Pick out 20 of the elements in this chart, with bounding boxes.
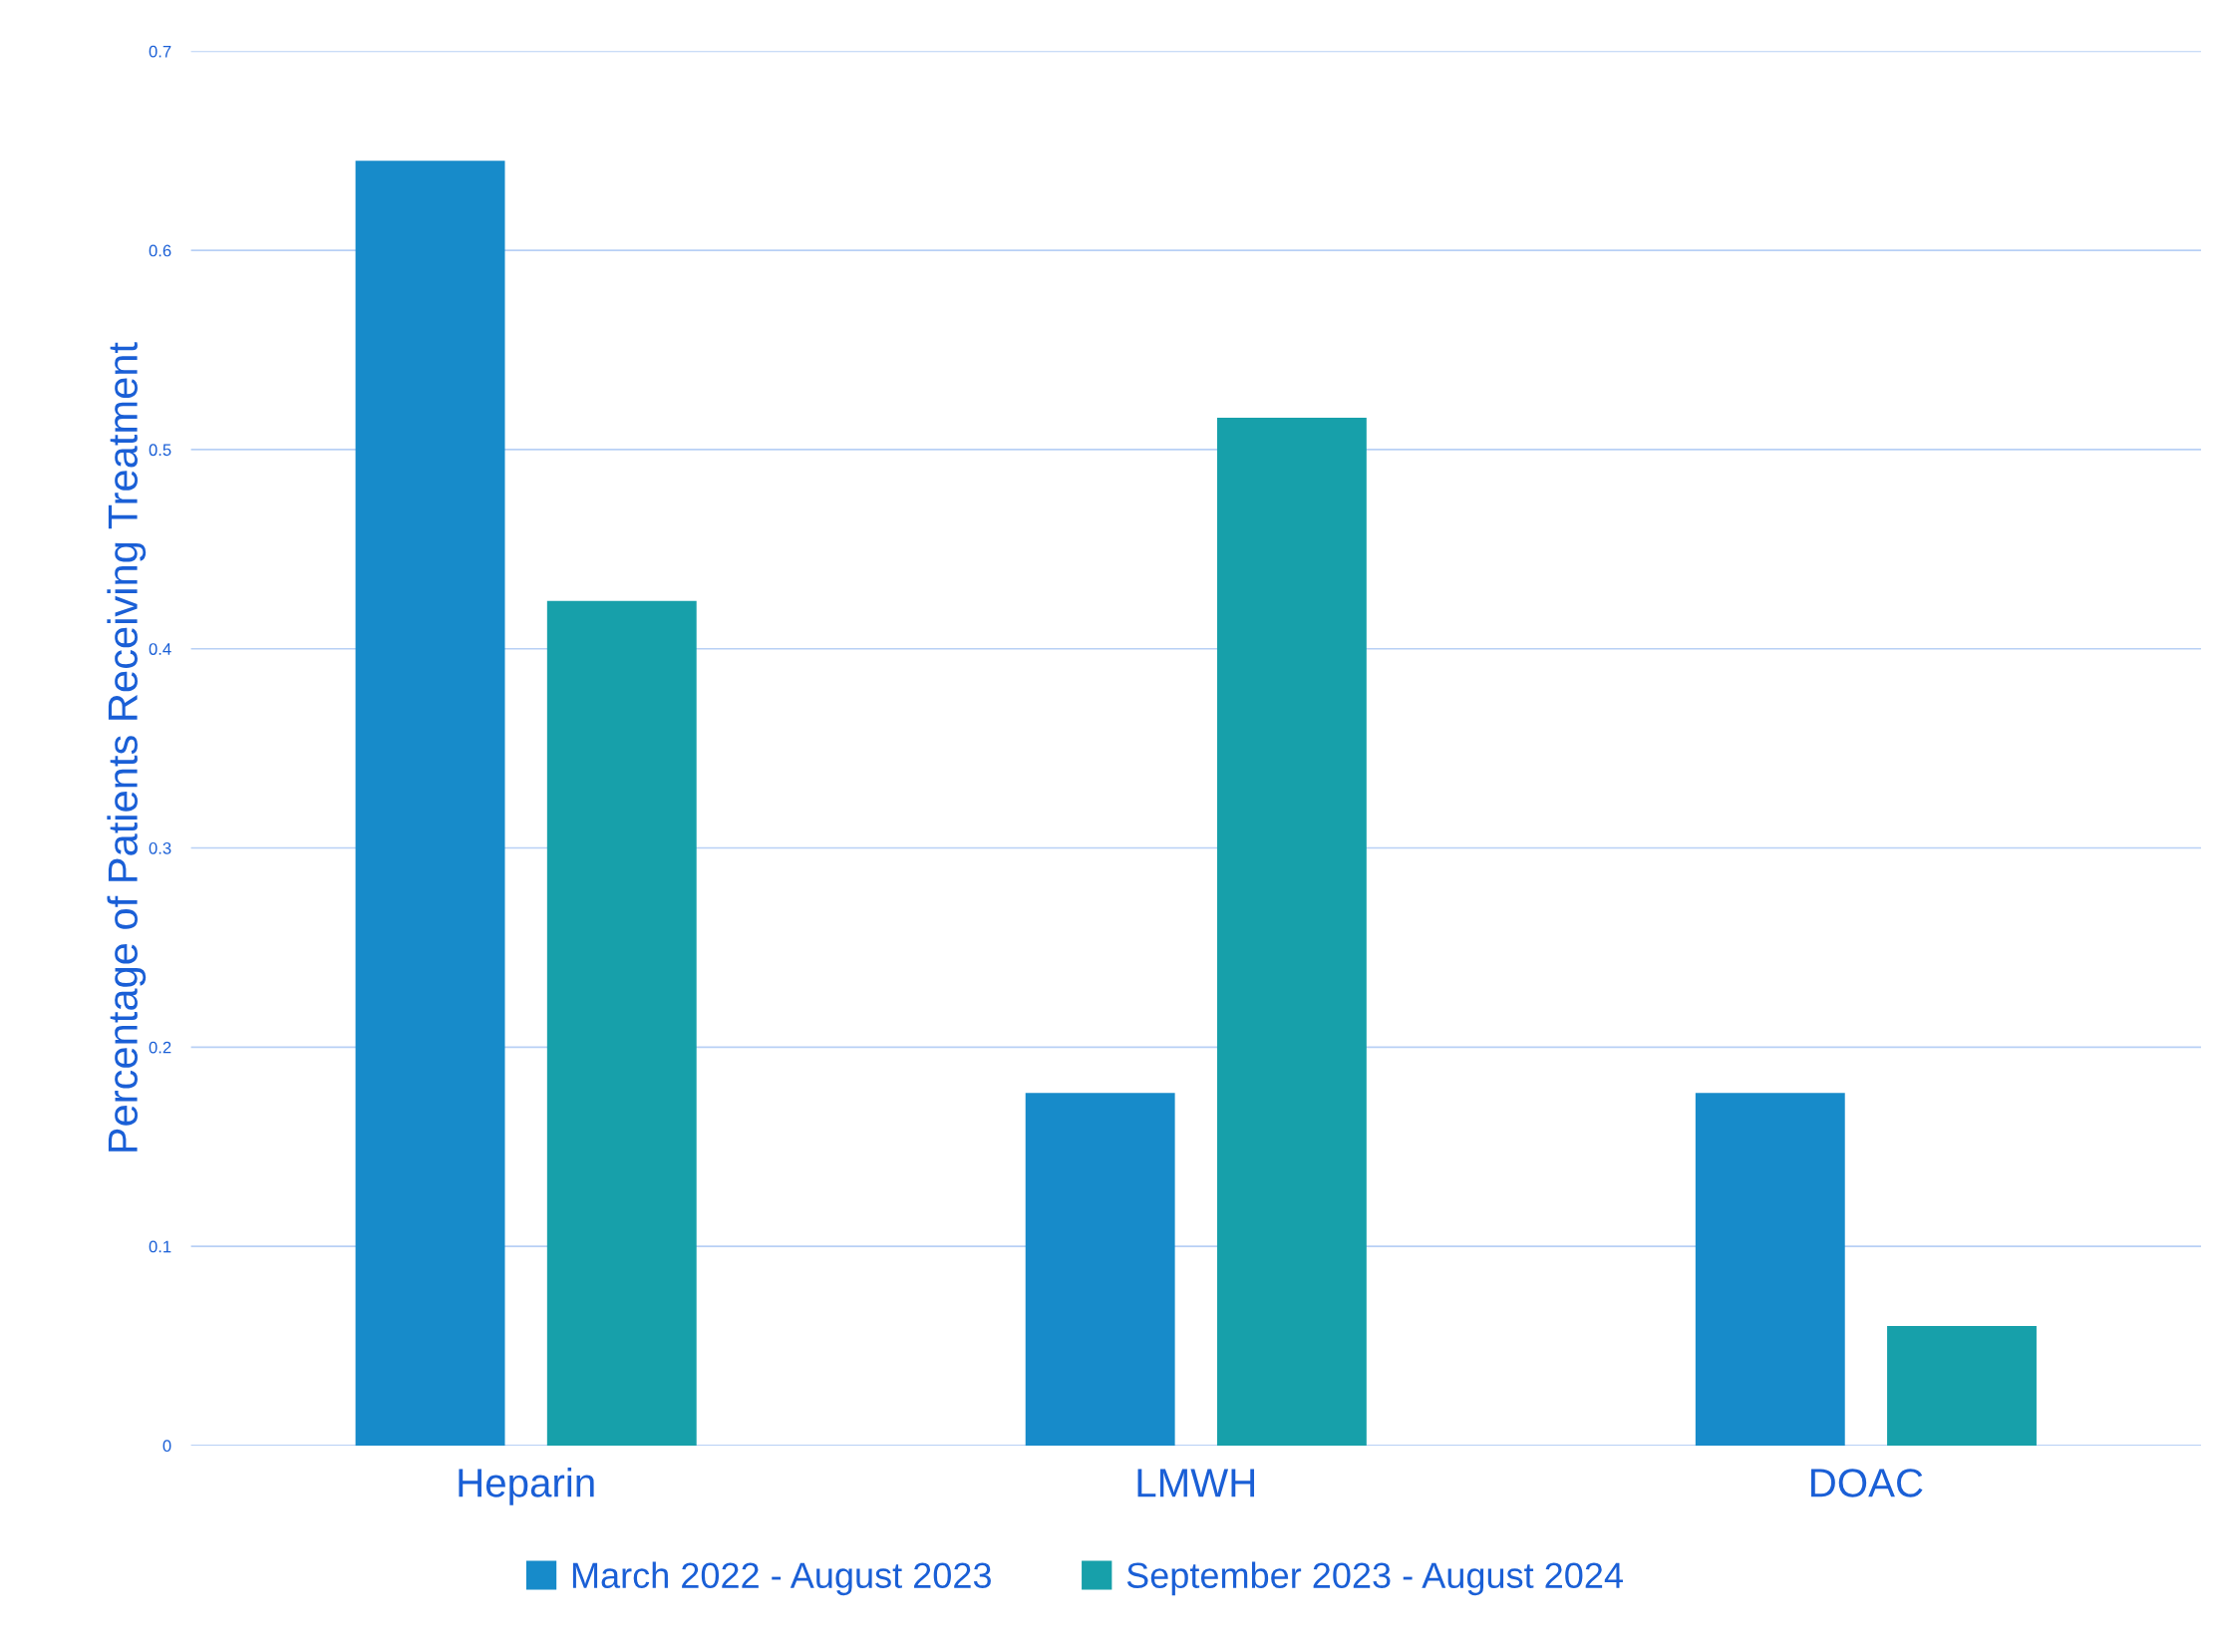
x-tick-label: DOAC (1811, 1469, 1923, 1497)
y-tick-label: 0.4 (149, 643, 171, 655)
bar (355, 161, 505, 1446)
y-tick-label: 0.6 (149, 244, 171, 257)
bar (1216, 417, 1367, 1446)
y-tick-label: 0 (162, 1440, 171, 1453)
y-tick-label: 0.3 (149, 841, 171, 854)
x-tick-label: Heparin (459, 1468, 594, 1505)
legend-label: September 2023 - August 2024 (1126, 1561, 1623, 1596)
bar (546, 600, 697, 1446)
y-tick-label: 0.7 (149, 45, 171, 58)
x-tick-label: LMWH (1137, 1469, 1255, 1497)
bar (1695, 1093, 1845, 1446)
legend-label: March 2022 - August 2023 (572, 1561, 991, 1596)
y-tick-label: 0.5 (149, 444, 171, 457)
y-axis-title: Percentage of Patients Receiving Treatment (107, 342, 147, 1152)
y-tick-label: 0.1 (149, 1240, 171, 1253)
y-tick-label: 0.2 (149, 1041, 171, 1054)
bar (1025, 1093, 1175, 1446)
bar (1887, 1326, 2037, 1446)
